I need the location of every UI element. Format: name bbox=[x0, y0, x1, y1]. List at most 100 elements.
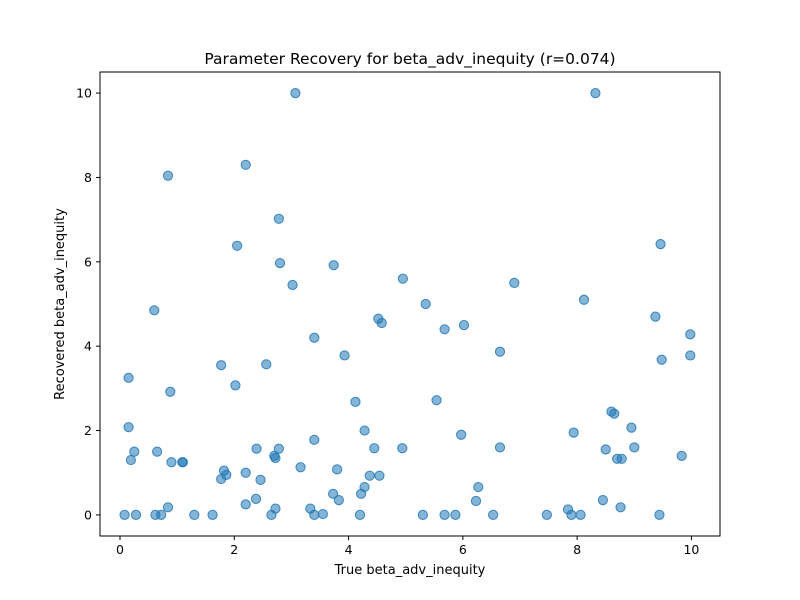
data-point bbox=[123, 372, 134, 383]
data-point bbox=[568, 427, 579, 438]
data-point bbox=[456, 429, 467, 440]
data-point bbox=[232, 240, 243, 251]
data-point bbox=[240, 467, 251, 478]
y-tick-label: 8 bbox=[84, 170, 92, 185]
data-point bbox=[149, 305, 160, 316]
data-point bbox=[597, 495, 608, 506]
data-point bbox=[470, 495, 482, 507]
data-point bbox=[350, 396, 361, 407]
x-tick-label: 4 bbox=[345, 542, 353, 557]
data-point bbox=[125, 454, 136, 466]
data-point bbox=[240, 499, 251, 510]
data-point bbox=[359, 425, 370, 436]
data-point bbox=[119, 509, 130, 521]
data-point bbox=[494, 346, 506, 357]
x-axis-label: True beta_adv_inequity bbox=[334, 563, 486, 578]
data-point bbox=[656, 354, 667, 365]
data-point bbox=[439, 509, 450, 521]
data-point bbox=[270, 452, 281, 464]
data-point bbox=[575, 509, 586, 521]
data-point bbox=[250, 493, 262, 504]
y-axis-ticks: 0 2 4 6 8 10 bbox=[76, 86, 100, 522]
data-point bbox=[295, 462, 306, 473]
data-point bbox=[376, 317, 387, 329]
plot-area-frame bbox=[99, 71, 721, 537]
data-point bbox=[616, 453, 627, 464]
data-point bbox=[156, 509, 167, 521]
data-points bbox=[119, 87, 696, 521]
data-point bbox=[431, 395, 442, 406]
data-point bbox=[439, 324, 450, 335]
data-point bbox=[629, 442, 640, 453]
x-tick-label: 8 bbox=[573, 542, 581, 557]
data-point bbox=[274, 257, 286, 269]
data-point bbox=[123, 422, 134, 433]
data-point bbox=[230, 380, 241, 391]
data-point bbox=[270, 503, 281, 514]
data-point bbox=[562, 504, 574, 515]
data-point bbox=[609, 408, 620, 419]
data-point bbox=[615, 502, 626, 513]
data-point bbox=[359, 481, 370, 493]
data-point bbox=[255, 474, 266, 485]
data-point bbox=[261, 359, 272, 370]
data-point bbox=[251, 443, 262, 454]
y-tick-label: 0 bbox=[84, 507, 92, 522]
data-point bbox=[162, 502, 174, 513]
data-point bbox=[590, 87, 601, 99]
x-tick-label: 2 bbox=[230, 542, 238, 557]
data-point bbox=[650, 311, 661, 322]
y-axis-label: Recovered beta_adv_inequity bbox=[53, 208, 68, 400]
data-point bbox=[458, 319, 470, 331]
y-tick-label: 4 bbox=[84, 339, 92, 354]
data-point bbox=[287, 279, 298, 291]
data-point bbox=[273, 213, 284, 224]
data-point bbox=[309, 332, 320, 343]
data-point bbox=[290, 87, 301, 99]
data-point bbox=[309, 434, 320, 445]
data-point bbox=[450, 509, 461, 521]
data-point bbox=[397, 273, 408, 284]
data-point bbox=[509, 277, 520, 289]
x-tick-label: 10 bbox=[683, 542, 699, 557]
data-point bbox=[655, 239, 666, 250]
data-point bbox=[541, 509, 552, 521]
data-point bbox=[332, 464, 343, 475]
chart-title: Parameter Recovery for beta_adv_inequity… bbox=[204, 50, 615, 69]
data-point bbox=[162, 170, 174, 181]
y-tick-label: 6 bbox=[84, 254, 92, 269]
data-point bbox=[273, 443, 284, 454]
x-axis-ticks: 0 2 4 6 8 10 bbox=[116, 536, 699, 557]
data-point bbox=[317, 508, 328, 520]
data-point bbox=[397, 443, 408, 454]
data-point bbox=[676, 450, 687, 461]
data-point bbox=[177, 457, 188, 468]
data-point bbox=[685, 350, 696, 361]
data-point bbox=[305, 503, 316, 514]
data-point bbox=[240, 159, 251, 170]
data-point bbox=[189, 509, 200, 521]
data-point bbox=[333, 495, 344, 506]
data-point bbox=[494, 442, 506, 453]
data-point bbox=[130, 509, 142, 521]
y-tick-label: 10 bbox=[76, 86, 92, 101]
data-point bbox=[364, 470, 375, 481]
data-point bbox=[165, 386, 176, 397]
x-tick-label: 6 bbox=[459, 542, 467, 557]
data-point bbox=[339, 350, 350, 361]
data-point bbox=[166, 457, 177, 468]
data-point bbox=[328, 260, 339, 271]
y-tick-label: 2 bbox=[84, 423, 92, 438]
data-point bbox=[654, 509, 665, 521]
data-point bbox=[420, 298, 431, 310]
data-point bbox=[488, 509, 499, 521]
data-point bbox=[473, 481, 484, 493]
data-point bbox=[626, 422, 637, 433]
data-point bbox=[374, 470, 385, 481]
data-point bbox=[152, 446, 163, 457]
data-point bbox=[328, 488, 339, 499]
data-point bbox=[417, 509, 428, 521]
data-point bbox=[216, 360, 227, 371]
data-point bbox=[369, 443, 380, 454]
data-point bbox=[221, 469, 232, 480]
